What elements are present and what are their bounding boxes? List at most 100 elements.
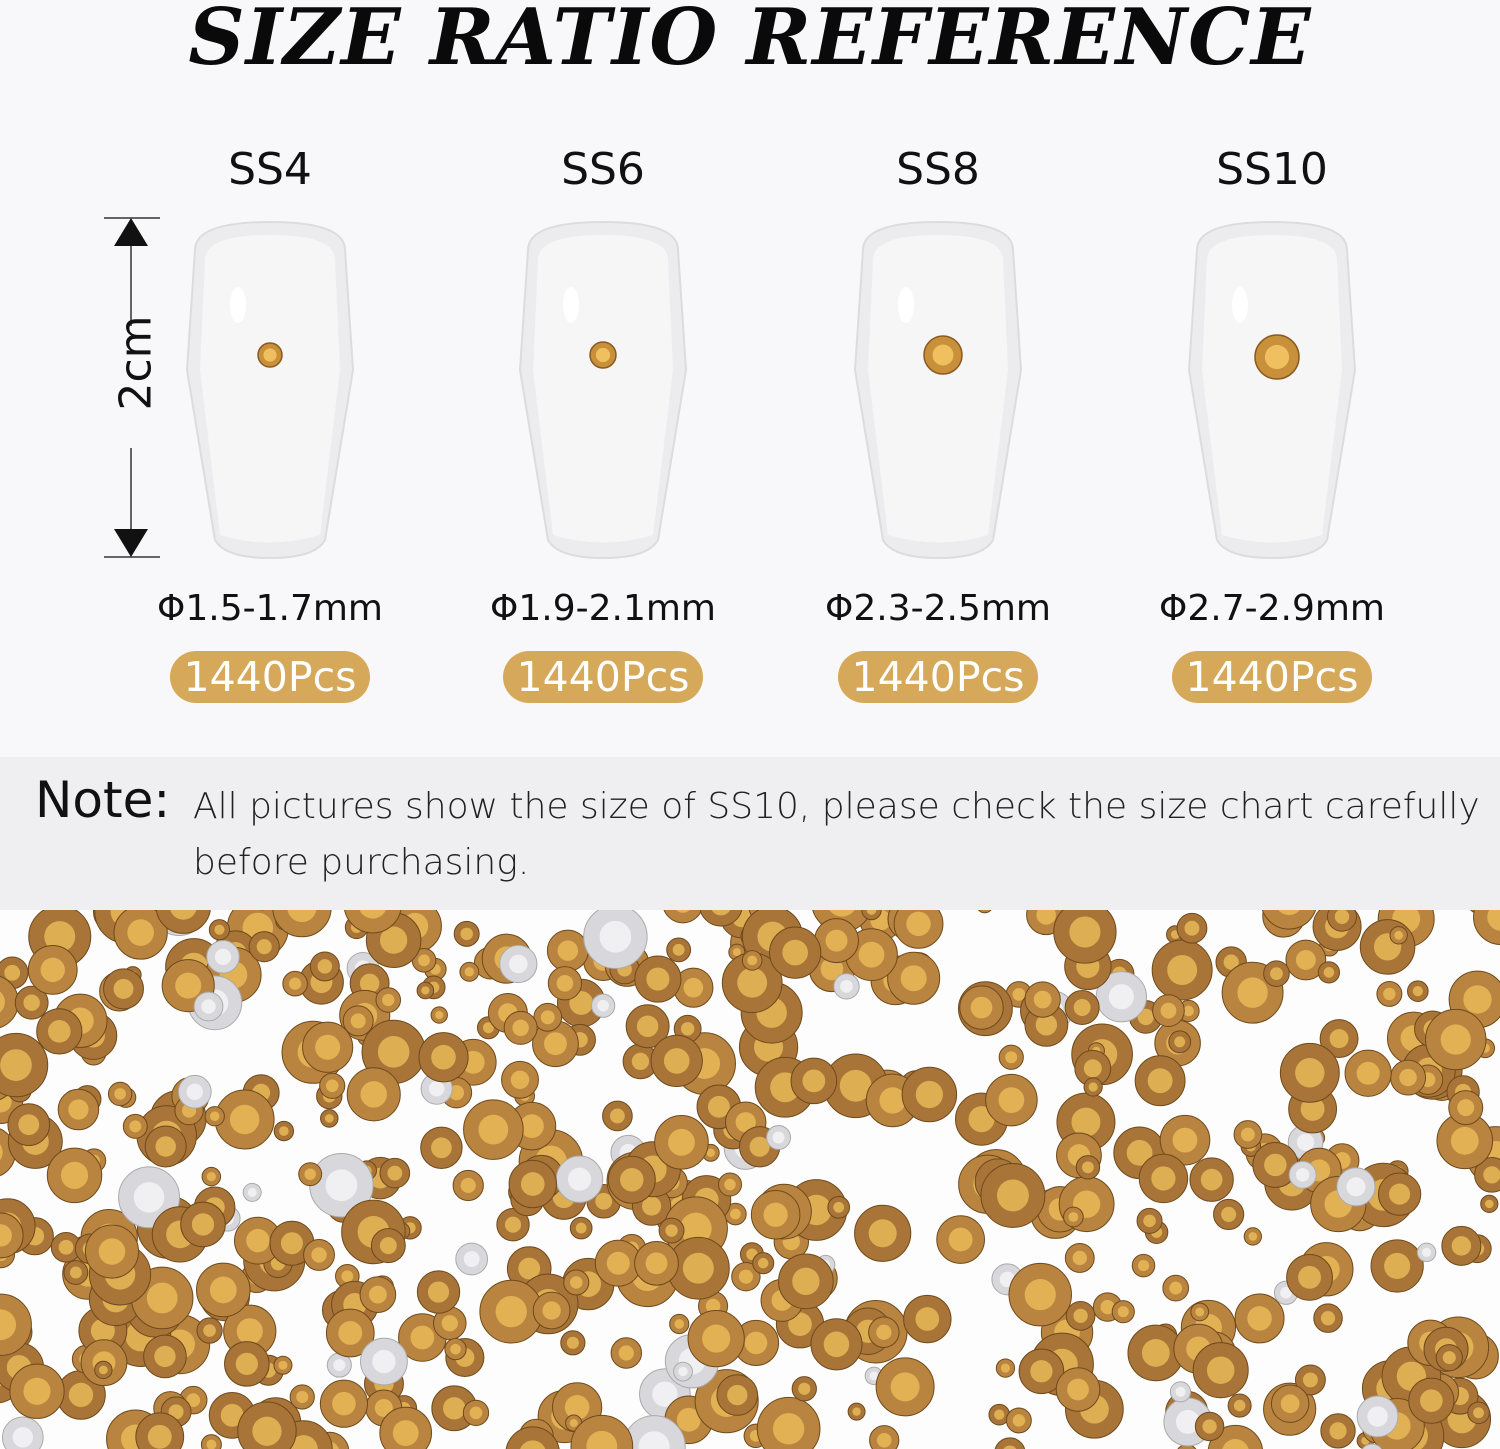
rhinestone-icon [959,985,1004,1030]
rhinestone-icon [1407,980,1429,1002]
rhinestone-icon [778,1253,834,1310]
rhinestone-icon [1152,994,1185,1027]
rhinestone-icon [654,1115,709,1170]
rhinestone-icon [196,1262,251,1318]
rhinestone-icon [242,1182,262,1202]
rhinestone-icon [1474,1157,1500,1193]
rhinestone-icon [208,919,231,941]
rhinestone-icon [1192,1342,1249,1399]
rhinestone-icon [1233,1120,1263,1149]
nail-tip [185,220,355,560]
size-column-ss6: SS6 Φ1.9-2.1mm 1440Pcs [453,140,753,703]
rhinestone-icon [200,1434,222,1449]
rhinestone-icon [298,1162,323,1187]
rhinestone-icon [94,1360,113,1380]
rhinestone-icon [501,1060,539,1099]
rhinestone-icon [420,1126,463,1169]
quantity-badge: 1440Pcs [502,651,704,703]
rhinestone-icon [1370,1239,1424,1293]
rhinestone-icon [699,910,743,927]
rhinestone-icon [1,1416,44,1449]
rhinestone-icon [444,1338,467,1361]
rhinestone-icon [980,1162,1046,1228]
rhinestone-icon [718,1172,743,1197]
note-banner: Note: All pictures show the size of SS10… [0,757,1500,910]
quantity-badge: 1440Pcs [169,651,371,703]
rhinestone-icon [887,951,941,1005]
rhinestone-icon [1356,1395,1399,1438]
rhinestone-icon [1319,1019,1359,1059]
rhinestone-icon [1127,1324,1185,1382]
rhinestone-icon [113,910,168,960]
rhinestone-icon [1169,1381,1192,1403]
size-label: SS8 [896,144,980,195]
rhinestone-icon [1467,1401,1490,1425]
rhinestone-icon [505,1426,560,1449]
rhinestone-icon [46,1147,103,1204]
diameter-label: Φ2.7-2.9mm [1159,588,1385,629]
rhinestone-icon [257,342,283,368]
quantity-badge: 1440Pcs [837,651,1039,703]
rhinestone-icon [459,961,480,982]
rhinestone-icon [555,1155,604,1203]
rhinestone-icon [1213,1198,1245,1231]
rhinestone-icon [499,944,538,984]
rhinestone-icon [248,931,280,963]
rhinestone-icon [1359,919,1416,975]
rhinestone-icon [546,929,589,972]
rhinestone-icon [666,1236,730,1300]
rhinestone-icon [455,1242,489,1276]
rhinestone-icon [273,1120,295,1142]
rhinestone-icon [214,1089,275,1150]
rhinestone-icon [589,341,617,369]
rhinestone-icon [1286,1253,1333,1301]
rhinestone-icon [1435,1344,1463,1372]
rhinestone-icon [810,1318,863,1371]
rhinestone-icon [1194,1411,1225,1442]
rhinestone-icon [994,1437,1026,1449]
rhinestone-icon [756,1396,821,1449]
rhinestone-icon [144,1125,187,1168]
rhinestone-icon [607,1155,656,1204]
rhinestone-icon [1111,1300,1135,1324]
rhinestone-icon [177,1074,212,1109]
rhinestone-icon [563,1269,590,1296]
rhinestone-icon [1285,939,1327,981]
rhinestone-icon [1288,1160,1317,1189]
note-text: All pictures show the size of SS10, plea… [193,786,1480,883]
rhinestone-icon [1252,1141,1299,1188]
rhinestone-icon [272,910,332,938]
rhinestone-icon [416,1270,461,1314]
rhinestone-icon [463,1099,524,1160]
rhinestone-icon [9,1363,65,1419]
rhinestone-icon [1168,1030,1192,1054]
rhinestone-icon [1176,912,1208,944]
rhinestone-icon [687,1309,745,1368]
rhinestone-icon [430,1006,448,1024]
rhinestone-icon [411,948,437,973]
rhinestone-icon [861,910,882,921]
rhinestone-icon [122,1113,148,1139]
nail-tip [518,220,688,560]
rhinestone-icon [201,1166,222,1187]
rhinestone-icon [0,1293,32,1356]
rhinestone-icon [591,993,616,1018]
rhinestone-icon [569,1216,593,1240]
rhinestone-icon [1344,1049,1392,1097]
rhinestone-icon [594,1239,642,1287]
rhinestone-icon [289,1384,315,1410]
rhinestone-icon [977,910,992,914]
rhinestone-icon [1376,980,1403,1007]
rhinestone-icon [1336,1167,1376,1207]
rhinestone-icon [302,1021,354,1073]
rhinestone-icon [1480,1194,1499,1213]
rhinestone-icon [560,1330,586,1356]
rhinestone-icon [995,1358,1016,1378]
rhinestone-icon [1279,1042,1340,1103]
rhinestone-icon [282,970,308,997]
rhinestone-icon [533,1002,563,1032]
rhinestone-icon [532,1020,579,1068]
rhinestone-icon [36,1008,83,1055]
rhinestone-icon [1136,1207,1163,1234]
rhinestone-icon [625,1004,670,1049]
